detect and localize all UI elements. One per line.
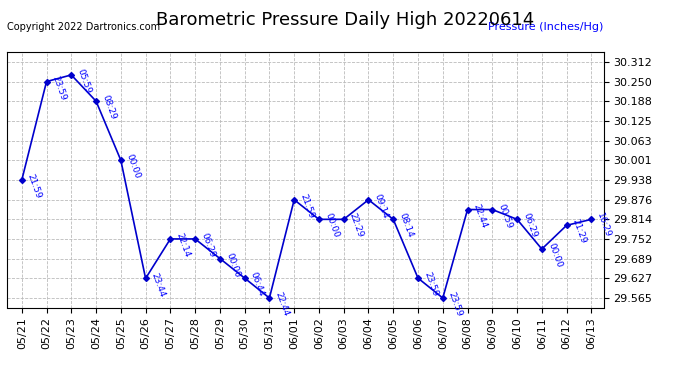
Text: 06:29: 06:29 — [521, 212, 538, 239]
Text: 22:44: 22:44 — [472, 202, 489, 229]
Text: 06:29: 06:29 — [199, 232, 217, 259]
Text: 21:29: 21:29 — [571, 218, 588, 245]
Text: 23:59: 23:59 — [422, 271, 440, 298]
Text: 22:14: 22:14 — [175, 232, 192, 259]
Text: 00:00: 00:00 — [125, 153, 142, 180]
Text: Copyright 2022 Dartronics.com: Copyright 2022 Dartronics.com — [7, 22, 160, 32]
Text: 21:59: 21:59 — [298, 192, 315, 220]
Text: 06:44: 06:44 — [249, 271, 266, 298]
Text: 00:00: 00:00 — [546, 242, 563, 269]
Text: 00:00: 00:00 — [224, 251, 241, 279]
Text: Pressure (Inches/Hg): Pressure (Inches/Hg) — [489, 22, 604, 32]
Text: 08:29: 08:29 — [100, 94, 117, 121]
Text: 22:29: 22:29 — [348, 212, 365, 239]
Text: 08:14: 08:14 — [397, 212, 415, 239]
Text: 00:00: 00:00 — [323, 212, 340, 240]
Text: 09:14: 09:14 — [373, 192, 390, 220]
Text: 23:59: 23:59 — [50, 74, 68, 102]
Text: Barometric Pressure Daily High 20220614: Barometric Pressure Daily High 20220614 — [156, 11, 534, 29]
Text: 23:59: 23:59 — [447, 291, 464, 318]
Text: 23:44: 23:44 — [150, 271, 167, 298]
Text: 21:59: 21:59 — [26, 173, 43, 200]
Text: 00:59: 00:59 — [497, 202, 514, 230]
Text: 05:59: 05:59 — [75, 68, 92, 95]
Text: 16:29: 16:29 — [595, 212, 613, 239]
Text: 22:44: 22:44 — [273, 291, 290, 318]
